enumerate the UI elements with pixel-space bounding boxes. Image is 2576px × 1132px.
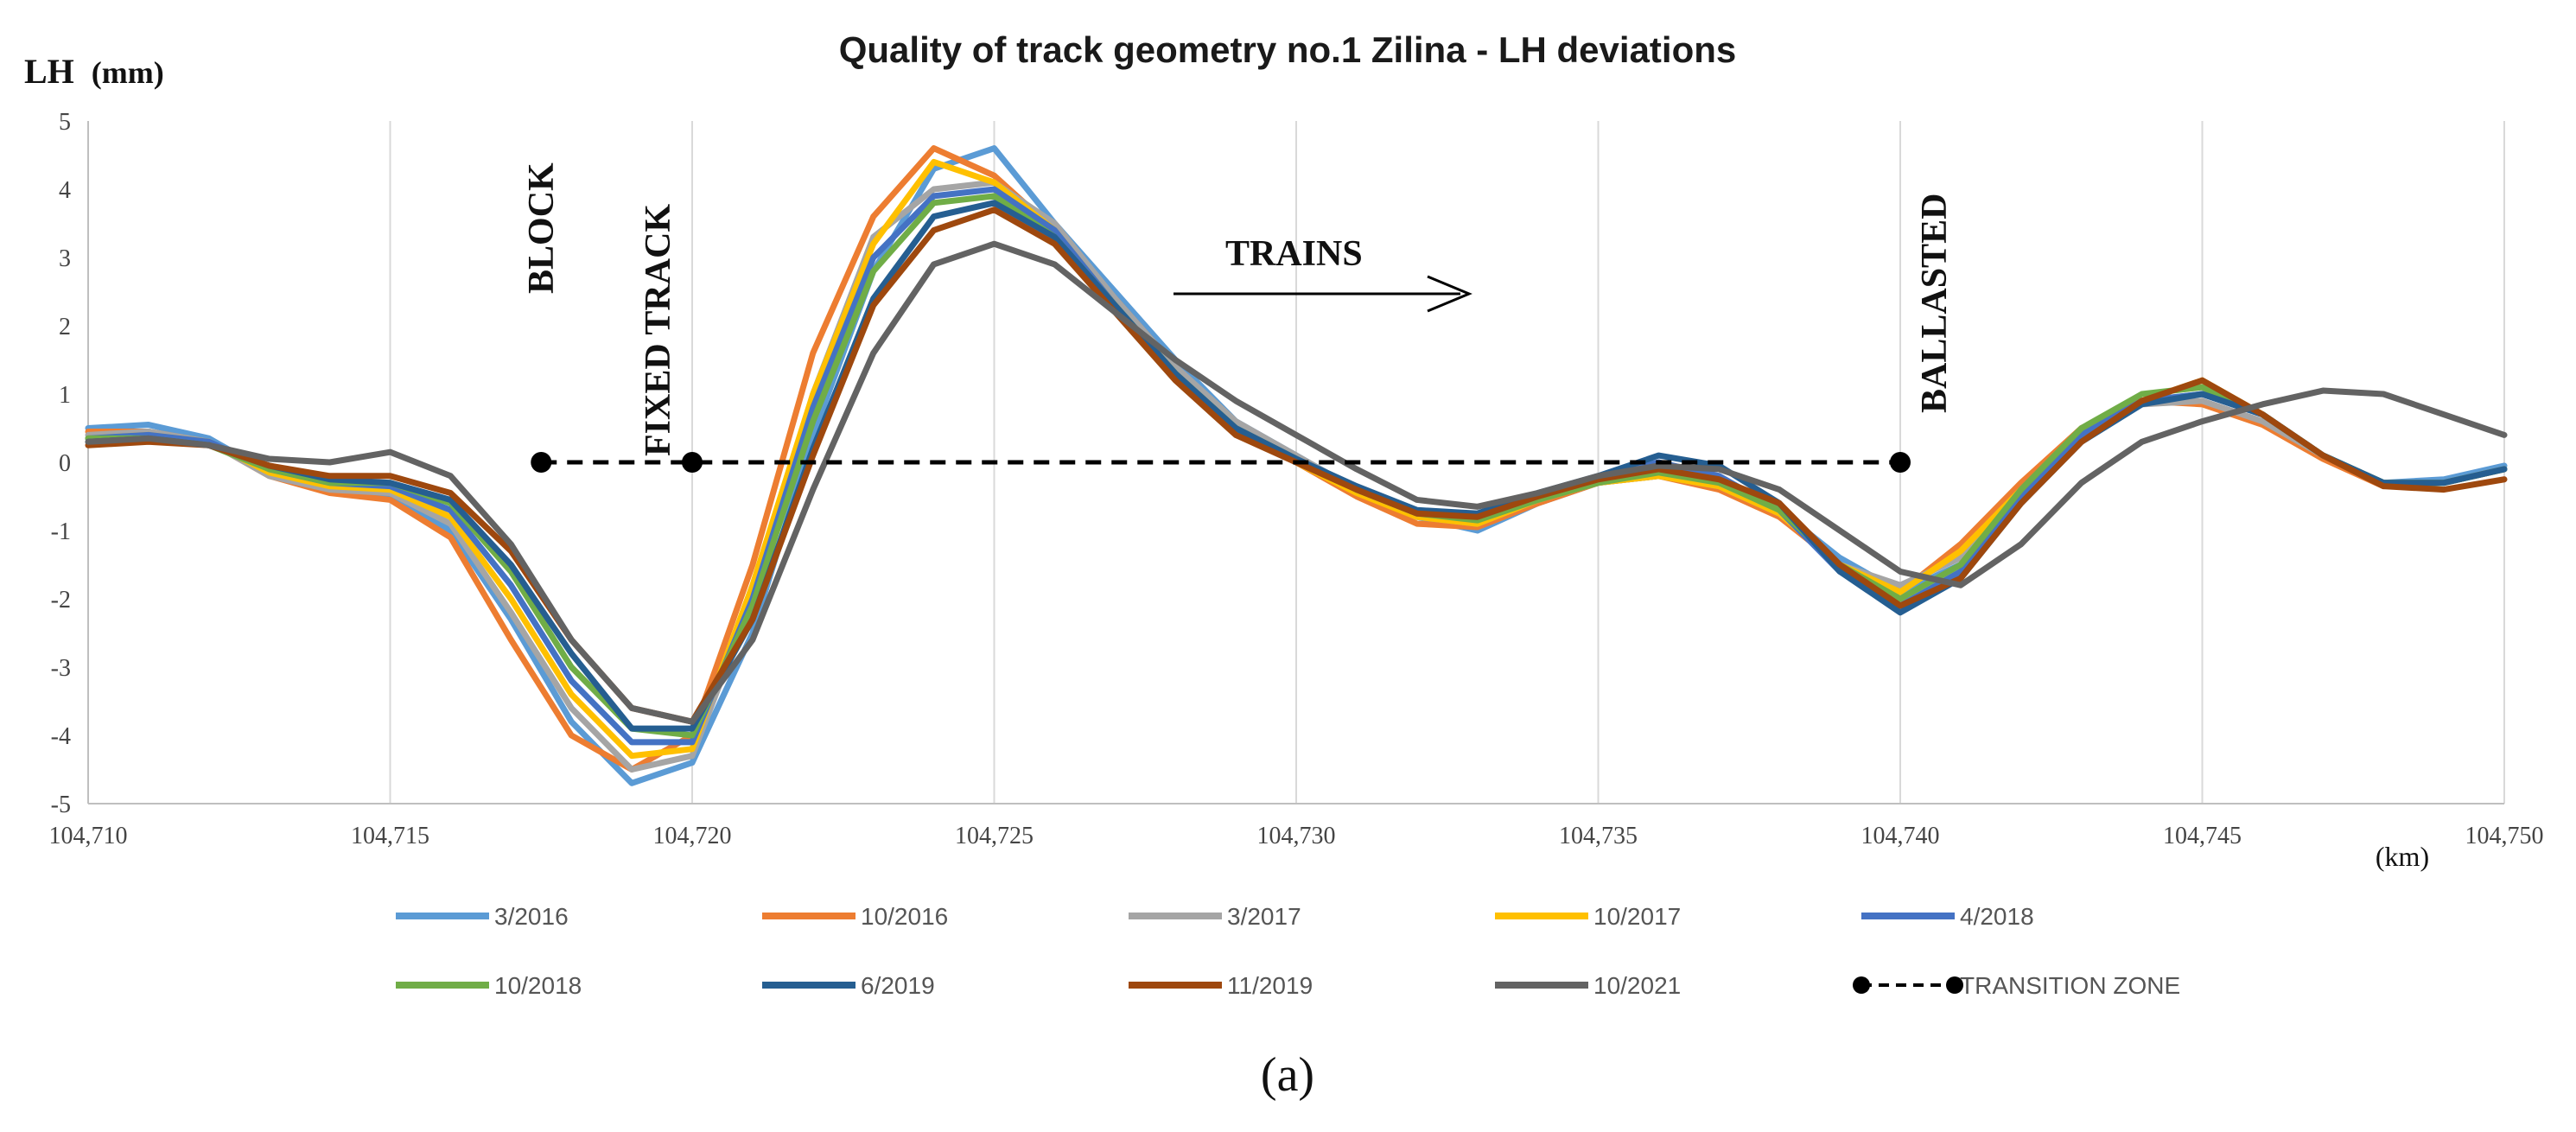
y-tick-label: 2 [59,314,71,340]
x-tick-label: 104,750 [2465,823,2544,849]
legend-label: 11/2019 [1227,972,1313,999]
annotations: BLOCK FIXED TRACK BALLASTED TRAINS [522,162,1955,456]
legend-label: 3/2016 [494,903,569,930]
x-tick-labels: 104,710 104,715 104,720 104,725 104,730 104,7… [49,823,2544,849]
legend-item: 11/2019 [1129,972,1313,999]
figure-caption: (a) [1261,1048,1314,1102]
legend-item: 3/2017 [1129,903,1301,930]
x-tick-label: 104,730 [1257,823,1336,849]
series-line-10-2021 [85,240,2508,725]
legend-marker [1853,976,1870,994]
legend-label: 10/2021 [1593,972,1681,999]
x-tick-label: 104,745 [2163,823,2242,849]
legend-label: 10/2018 [494,972,582,999]
annotation-fixed-track: FIXED TRACK [639,204,678,456]
chart-title: Quality of track geometry no.1 Zilina - … [839,29,1737,70]
y-tick-label: 1 [59,382,71,409]
legend-label: 6/2019 [861,972,935,999]
transition-zone-marker [531,452,552,473]
legend-item: 10/2018 [396,972,582,999]
annotation-ballasted: BALLASTED [1915,194,1955,413]
annotation-trains: TRAINS [1225,234,1363,274]
trains-arrow-head [1427,275,1472,313]
legend-item: 4/2018 [1861,903,2034,930]
x-tick-label: 104,710 [49,823,128,849]
axes [87,121,2504,804]
y-tick-label: 3 [59,245,71,272]
transition-zone-marker [1890,452,1911,473]
legend-item: 10/2017 [1495,903,1681,930]
y-axis-label-main: LH [24,52,74,91]
x-tick-label: 104,715 [351,823,429,849]
annotation-block: BLOCK [522,162,562,294]
y-axis-label-unit: (mm) [92,55,164,90]
legend: 3/2016 10/2016 3/2017 10/2017 4/2018 10/2018 6… [396,903,2180,999]
transition-zone-marker [682,452,703,473]
legend-item: TRANSITION ZONE [1853,972,2180,999]
legend-item: 10/2016 [762,903,948,930]
y-tick-label: -3 [51,655,71,682]
x-tick-label: 104,720 [653,823,732,849]
y-tick-label: 0 [59,450,71,477]
legend-label: 3/2017 [1227,903,1301,930]
x-axis-unit-label: (km) [2376,841,2429,872]
legend-marker [1946,976,1963,994]
x-tick-label: 104,735 [1559,823,1638,849]
y-tick-label: 5 [59,109,71,136]
y-tick-label: -1 [51,518,71,545]
transition-zone [531,452,1911,473]
legend-item: 6/2019 [762,972,935,999]
legend-item: 10/2021 [1495,972,1681,999]
legend-label: 4/2018 [1960,903,2034,930]
y-tick-label: -2 [51,587,71,614]
legend-label: 10/2017 [1593,903,1681,930]
y-tick-label: -4 [51,723,71,750]
y-tick-label: 4 [59,177,71,204]
y-axis-label: LH (mm) [24,52,164,91]
x-tick-label: 104,725 [955,823,1034,849]
legend-label: 10/2016 [861,903,948,930]
legend-item: 3/2016 [396,903,569,930]
y-tick-labels: 5 4 3 2 1 0 -1 -2 -3 -4 -5 [51,109,71,818]
x-tick-label: 104,740 [1861,823,1940,849]
y-tick-label: -5 [51,792,71,818]
legend-label: TRANSITION ZONE [1960,972,2180,999]
